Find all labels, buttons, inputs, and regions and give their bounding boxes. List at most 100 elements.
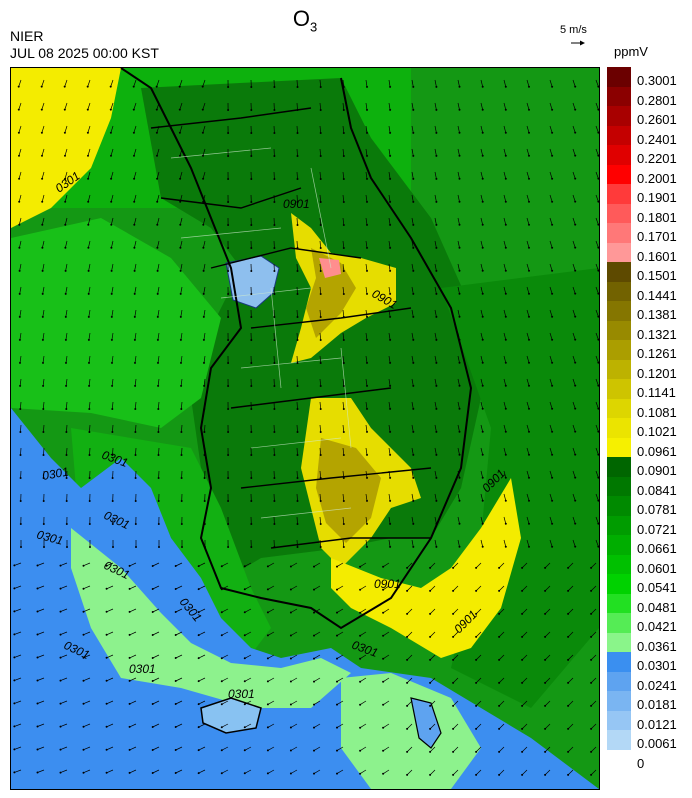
wind-vector-head [178, 131, 181, 134]
wind-vector [203, 263, 206, 271]
wind-vector [37, 562, 45, 566]
wind-vector-head [220, 726, 223, 729]
wind-vector-head [366, 269, 368, 272]
wind-vector-head [18, 315, 21, 318]
wind-vector-head [366, 292, 368, 295]
wind-vector [319, 194, 322, 203]
wind-vector-head [156, 292, 159, 295]
wind-vector-head [157, 454, 160, 456]
wind-vector [452, 608, 459, 615]
wind-vector-head [406, 750, 409, 753]
wind-vector-head [201, 131, 204, 134]
wind-vector-head [313, 611, 315, 614]
wind-vector-head [133, 223, 136, 226]
wind-vector [365, 240, 368, 248]
wind-vector-head [458, 338, 461, 341]
wind-vector-head [289, 565, 292, 568]
wind-vector [365, 286, 368, 294]
wind-vector [572, 447, 576, 455]
wind-vector [526, 470, 530, 478]
wind-vector [43, 447, 45, 456]
wind-vector-head [528, 522, 530, 525]
wind-vector [202, 102, 206, 110]
wind-vector [521, 585, 528, 592]
wind-vector [244, 631, 252, 636]
wind-vector [388, 309, 391, 317]
wind-vector [365, 516, 368, 524]
wind-vector-head [128, 725, 131, 728]
wind-vector-head [528, 338, 530, 341]
wind-vector [65, 401, 68, 410]
wind-vector-head [250, 178, 253, 180]
wind-vector-head [250, 339, 253, 341]
wind-vector [549, 240, 553, 248]
wind-vector [14, 608, 22, 612]
wind-vector [526, 217, 530, 225]
wind-vector [336, 562, 344, 567]
wind-vector [313, 746, 321, 751]
wind-vector [498, 700, 505, 707]
wind-vector-head [59, 656, 62, 659]
wind-vector-head [458, 108, 461, 111]
wind-vector-head [458, 384, 461, 387]
wind-vector-head [504, 430, 507, 433]
wind-vector-head [389, 476, 392, 479]
wind-vector [133, 102, 137, 110]
wind-vector [475, 723, 482, 730]
wind-vector-head [19, 361, 21, 364]
wind-vector-head [250, 201, 253, 203]
wind-vector-head [319, 86, 322, 88]
wind-vector-head [266, 657, 269, 660]
wind-vector [549, 539, 553, 547]
wind-vector [388, 171, 391, 179]
wind-vector [590, 608, 597, 615]
wind-vector-head [181, 546, 183, 548]
wind-vector [480, 493, 484, 501]
colorbar-tick-label: 0.1201 [637, 365, 677, 381]
wind-vector-head [389, 338, 392, 341]
wind-reference-label: 5 m/s [560, 24, 587, 36]
wind-vector [388, 539, 391, 547]
wind-vector [452, 677, 459, 684]
wind-vector-head [319, 385, 322, 387]
wind-vector [110, 194, 114, 202]
wind-vector [475, 562, 482, 569]
wind-vector-head [266, 749, 269, 752]
wind-vector-head [590, 635, 593, 638]
wind-vector-head [36, 610, 39, 613]
wind-vector-head [87, 154, 89, 157]
wind-vector [411, 240, 414, 248]
wind-vector-head [151, 703, 154, 705]
colorbar-cell [607, 106, 631, 126]
wind-vector [267, 723, 275, 728]
datetime-label: JUL 08 2025 00:00 KST [10, 45, 159, 61]
wind-vector-head [88, 523, 91, 525]
wind-vector-head [319, 523, 322, 525]
colorbar-cell [607, 437, 631, 458]
wind-vector [42, 378, 45, 386]
wind-vector [83, 769, 91, 774]
wind-vector-head [289, 772, 292, 775]
wind-vector-head [544, 750, 547, 753]
wind-vector-head [88, 477, 91, 479]
wind-vector [480, 263, 484, 271]
wind-vector [411, 470, 414, 478]
wind-vector-head [475, 589, 478, 592]
wind-vector [359, 677, 367, 682]
wind-vector-head [273, 316, 276, 318]
wind-vector-head [498, 681, 501, 684]
wind-vector-head [220, 680, 223, 683]
wind-vector-head [504, 85, 507, 88]
wind-vector-head [36, 679, 39, 682]
wind-vector-head [180, 500, 183, 502]
wind-vector [179, 194, 183, 202]
wind-vector [60, 631, 68, 635]
wind-vector [342, 217, 345, 226]
wind-vector [203, 378, 206, 386]
wind-vector-head [128, 587, 131, 590]
wind-vector [60, 700, 68, 704]
wind-vector-head [429, 750, 432, 753]
wind-vector [129, 562, 137, 567]
wind-vector [503, 148, 507, 156]
wind-vector [434, 539, 437, 547]
